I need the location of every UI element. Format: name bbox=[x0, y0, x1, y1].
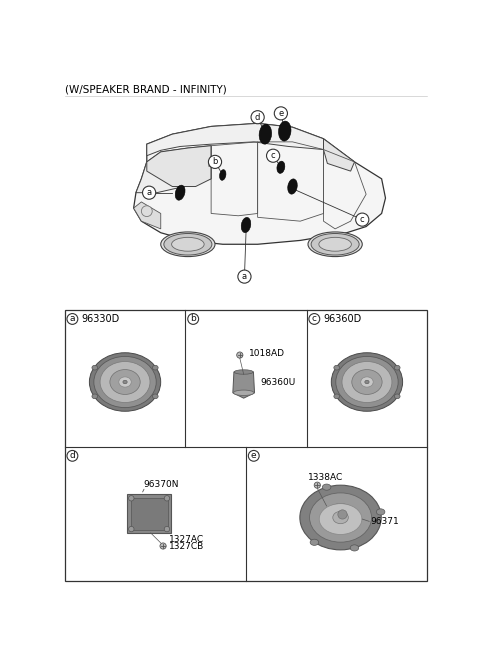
Circle shape bbox=[309, 314, 320, 324]
Ellipse shape bbox=[376, 509, 385, 515]
Ellipse shape bbox=[123, 380, 127, 384]
Polygon shape bbox=[147, 146, 211, 186]
Text: 1338AC: 1338AC bbox=[308, 473, 343, 482]
Ellipse shape bbox=[233, 390, 254, 396]
Ellipse shape bbox=[219, 170, 226, 180]
Ellipse shape bbox=[308, 232, 362, 256]
Ellipse shape bbox=[89, 353, 161, 411]
Circle shape bbox=[356, 213, 369, 226]
Ellipse shape bbox=[234, 370, 253, 374]
Text: 1327AC: 1327AC bbox=[169, 535, 204, 544]
Polygon shape bbox=[133, 123, 385, 244]
Ellipse shape bbox=[395, 365, 400, 370]
Ellipse shape bbox=[310, 539, 319, 545]
Ellipse shape bbox=[288, 179, 297, 194]
Text: a: a bbox=[242, 272, 247, 281]
Text: 96360D: 96360D bbox=[324, 314, 362, 324]
Ellipse shape bbox=[327, 504, 354, 519]
Ellipse shape bbox=[161, 232, 215, 256]
Circle shape bbox=[164, 495, 169, 501]
Text: 96370N: 96370N bbox=[143, 480, 179, 489]
Text: b: b bbox=[212, 157, 218, 167]
Ellipse shape bbox=[94, 356, 156, 407]
Ellipse shape bbox=[241, 217, 251, 233]
Ellipse shape bbox=[153, 394, 158, 399]
Ellipse shape bbox=[334, 365, 339, 370]
Circle shape bbox=[188, 314, 199, 324]
Ellipse shape bbox=[100, 361, 150, 403]
Ellipse shape bbox=[153, 365, 158, 370]
Ellipse shape bbox=[310, 493, 372, 542]
Circle shape bbox=[129, 526, 134, 532]
Text: 96360U: 96360U bbox=[260, 379, 295, 387]
Text: e: e bbox=[278, 109, 284, 118]
Text: d: d bbox=[70, 451, 75, 461]
Ellipse shape bbox=[333, 512, 348, 523]
Ellipse shape bbox=[395, 394, 400, 399]
Text: c: c bbox=[360, 215, 365, 224]
Ellipse shape bbox=[352, 369, 382, 394]
Polygon shape bbox=[233, 372, 254, 398]
Circle shape bbox=[338, 510, 347, 519]
Circle shape bbox=[143, 186, 156, 199]
Circle shape bbox=[248, 451, 259, 461]
Text: 96371: 96371 bbox=[370, 517, 399, 526]
Ellipse shape bbox=[92, 394, 97, 399]
Ellipse shape bbox=[336, 356, 398, 407]
Bar bbox=[65, 310, 427, 581]
Ellipse shape bbox=[319, 237, 351, 251]
Ellipse shape bbox=[319, 504, 362, 535]
Bar bbox=[131, 497, 168, 530]
Polygon shape bbox=[209, 162, 215, 167]
Circle shape bbox=[164, 526, 169, 532]
Circle shape bbox=[314, 482, 321, 488]
Ellipse shape bbox=[110, 369, 140, 394]
Circle shape bbox=[251, 111, 264, 124]
Polygon shape bbox=[147, 123, 324, 155]
Text: c: c bbox=[271, 152, 276, 160]
Ellipse shape bbox=[342, 361, 392, 403]
Circle shape bbox=[237, 352, 243, 358]
Ellipse shape bbox=[311, 234, 359, 255]
Ellipse shape bbox=[164, 234, 212, 255]
Ellipse shape bbox=[172, 237, 204, 251]
Circle shape bbox=[208, 155, 222, 169]
Circle shape bbox=[160, 543, 166, 549]
Text: (W/SPEAKER BRAND - INFINITY): (W/SPEAKER BRAND - INFINITY) bbox=[65, 85, 227, 95]
Ellipse shape bbox=[119, 377, 131, 387]
Text: b: b bbox=[190, 314, 196, 323]
Circle shape bbox=[129, 495, 134, 501]
Text: d: d bbox=[255, 113, 260, 122]
Text: 96330D: 96330D bbox=[82, 314, 120, 324]
Ellipse shape bbox=[331, 353, 403, 411]
Polygon shape bbox=[324, 139, 355, 171]
Text: a: a bbox=[146, 188, 152, 197]
Circle shape bbox=[142, 206, 152, 216]
Ellipse shape bbox=[365, 380, 369, 384]
Ellipse shape bbox=[259, 124, 272, 144]
Ellipse shape bbox=[323, 484, 331, 490]
Ellipse shape bbox=[334, 394, 339, 399]
Polygon shape bbox=[133, 202, 161, 229]
Bar bbox=[127, 495, 171, 533]
Circle shape bbox=[274, 107, 288, 120]
Ellipse shape bbox=[350, 545, 359, 551]
Text: c: c bbox=[312, 314, 317, 323]
Ellipse shape bbox=[361, 377, 373, 387]
Ellipse shape bbox=[277, 161, 285, 173]
Circle shape bbox=[266, 149, 280, 162]
Ellipse shape bbox=[175, 185, 185, 200]
Circle shape bbox=[67, 314, 78, 324]
Text: 1327CB: 1327CB bbox=[169, 541, 204, 550]
Ellipse shape bbox=[92, 365, 97, 370]
Circle shape bbox=[238, 270, 251, 283]
Ellipse shape bbox=[278, 121, 291, 141]
Text: 1018AD: 1018AD bbox=[249, 349, 285, 358]
Text: e: e bbox=[251, 451, 257, 461]
Polygon shape bbox=[136, 146, 211, 193]
Text: a: a bbox=[70, 314, 75, 323]
Ellipse shape bbox=[300, 485, 381, 550]
Circle shape bbox=[67, 451, 78, 461]
